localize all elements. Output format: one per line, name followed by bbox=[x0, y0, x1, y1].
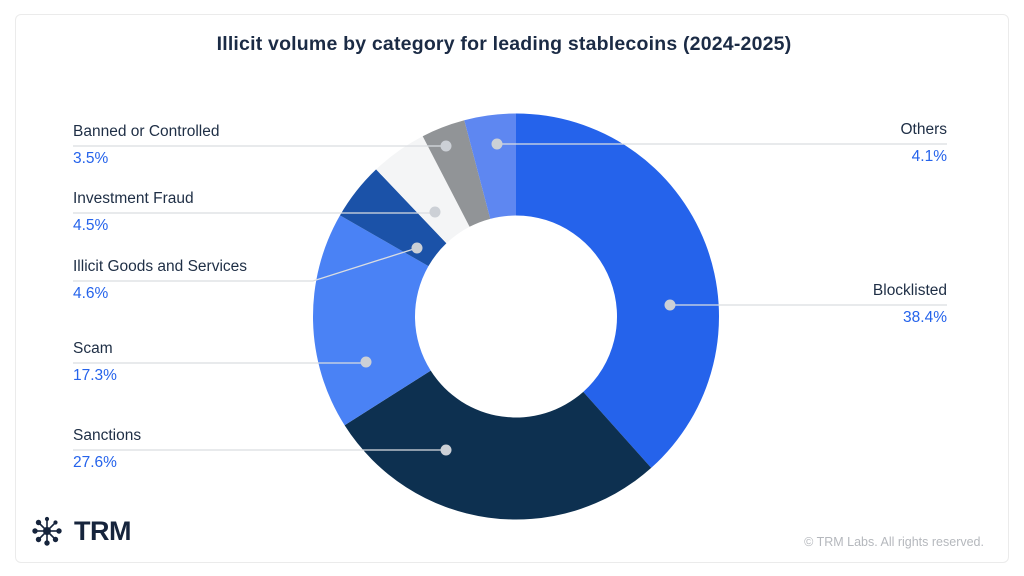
trm-icon-node bbox=[53, 520, 58, 525]
category-label: Scam bbox=[73, 340, 113, 357]
trm-icon-node bbox=[35, 519, 42, 526]
trm-icon-node bbox=[32, 528, 38, 534]
category-percent: 38.4% bbox=[903, 309, 947, 326]
category-label: Others bbox=[900, 121, 947, 138]
trm-icon-node bbox=[52, 536, 59, 543]
trm-icon-hub bbox=[43, 527, 51, 535]
trm-network-icon bbox=[32, 516, 62, 546]
trm-icon-node bbox=[56, 528, 62, 534]
category-callout-blocklisted: Blocklisted 38.4% bbox=[873, 280, 947, 329]
category-label: Investment Fraud bbox=[73, 190, 194, 207]
trm-wordmark: TRM bbox=[74, 515, 131, 546]
category-label: Sanctions bbox=[73, 427, 142, 444]
trm-icon-node bbox=[44, 516, 50, 522]
trm-logo: TRM bbox=[30, 513, 131, 549]
category-callout-others: Others 4.1% bbox=[900, 119, 947, 168]
category-percent: 4.1% bbox=[911, 148, 947, 165]
category-label: Illicit Goods and Services bbox=[73, 258, 248, 275]
category-callout-scam: Scam 17.3% bbox=[73, 338, 117, 387]
trm-icon-node bbox=[35, 536, 42, 543]
category-label: Blocklisted bbox=[872, 282, 947, 299]
category-percent: 4.5% bbox=[73, 217, 109, 234]
category-callout-sanctions: Sanctions 27.6% bbox=[73, 425, 141, 474]
category-callout-illicit-goods-and-services: Illicit Goods and Services 4.6% bbox=[73, 256, 247, 305]
category-percent: 3.5% bbox=[73, 150, 109, 167]
category-percent: 4.6% bbox=[73, 285, 109, 302]
category-percent: 17.3% bbox=[73, 367, 117, 384]
chart-title: Illicit volume by category for leading s… bbox=[216, 33, 792, 55]
category-percent: 27.6% bbox=[73, 454, 117, 471]
category-callout-investment-fraud: Investment Fraud 4.5% bbox=[73, 188, 194, 237]
footer-copyright: © TRM Labs. All rights reserved. bbox=[804, 535, 984, 549]
category-callout-banned-or-controlled: Banned or Controlled 3.5% bbox=[73, 121, 220, 170]
trm-icon-node bbox=[44, 540, 50, 546]
category-label: Banned or Controlled bbox=[73, 123, 220, 140]
